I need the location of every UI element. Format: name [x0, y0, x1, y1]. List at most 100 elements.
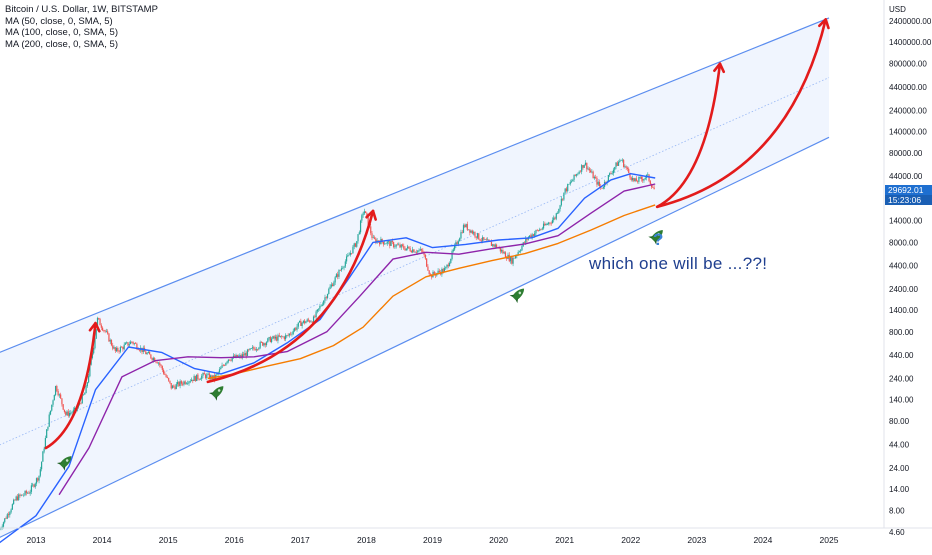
candle-body [174, 387, 175, 389]
candle-body [476, 236, 477, 237]
candle-body [427, 267, 428, 271]
candle-body [180, 381, 181, 386]
y-tick-label: 8.00 [889, 507, 905, 516]
candle-body [364, 211, 365, 213]
candle-body [451, 251, 452, 259]
candle-body [643, 179, 644, 181]
candle-body [227, 362, 228, 363]
candle-body [49, 415, 50, 427]
candle-body [351, 253, 352, 254]
candle-body [582, 165, 583, 168]
candle-body [252, 347, 253, 348]
candle-body [346, 256, 347, 261]
candle-body [580, 172, 581, 173]
candle-body [84, 393, 85, 394]
candle-body [338, 270, 339, 277]
candle-body [417, 251, 418, 253]
candle-body [271, 339, 272, 342]
candle-body [121, 347, 122, 348]
candle-body [193, 376, 194, 381]
candle-body [623, 160, 624, 167]
candle-body [553, 218, 554, 221]
candle-body [317, 309, 318, 311]
candle-body [566, 188, 567, 190]
candle-body [446, 265, 447, 268]
candle-body [567, 184, 568, 191]
candle-body [117, 348, 118, 351]
candle-body [415, 252, 416, 253]
x-tick-label: 2019 [423, 535, 442, 545]
candle-body [620, 160, 621, 161]
candle-body [265, 343, 266, 345]
candle-body [56, 386, 57, 391]
candle-body [4, 518, 5, 522]
candle-body [158, 363, 159, 364]
candle-body [69, 413, 70, 416]
candle-body [462, 232, 463, 233]
candle-body [152, 358, 153, 360]
question-mark: ? [653, 230, 663, 250]
candle-body [130, 342, 131, 344]
candle-body [148, 352, 149, 353]
bar-countdown-tag: 15:23:06 [885, 195, 932, 205]
candle-body [41, 462, 42, 470]
candle-body [270, 337, 271, 342]
candle-body [464, 225, 465, 227]
candle-body [601, 188, 602, 189]
candle-body [135, 343, 136, 344]
candle-body [101, 325, 102, 328]
candle-body [124, 345, 125, 350]
candle-body [116, 348, 117, 351]
candle-body [289, 334, 290, 336]
candle-body [163, 370, 164, 374]
candle-body [201, 376, 202, 379]
candle-body [491, 242, 492, 246]
candle-body [514, 258, 515, 259]
candle-body [457, 242, 458, 244]
candle-body [276, 337, 277, 341]
candle-body [282, 337, 283, 338]
candle-body [315, 311, 316, 317]
candle-body [460, 232, 461, 238]
candle-body [561, 199, 562, 205]
candle-body [642, 179, 643, 181]
candle-body [568, 184, 569, 185]
candle-body [425, 255, 426, 258]
candle-body [352, 247, 353, 253]
candle-body [614, 167, 615, 170]
candle-body [638, 177, 639, 182]
y-tick-label: 4.60 [889, 528, 905, 537]
candle-body [360, 221, 361, 233]
candle-body [285, 335, 286, 339]
candle-body [169, 381, 170, 383]
candle-body [652, 187, 653, 188]
candle-body [481, 241, 482, 242]
candle-body [186, 383, 187, 384]
candle-body [537, 230, 538, 231]
candle-body [345, 261, 346, 266]
candle-body [159, 363, 160, 365]
candle-body [469, 229, 470, 232]
candle-body [546, 224, 547, 225]
candle-body [83, 395, 84, 396]
candle-body [387, 242, 388, 244]
last-price-tag: 29692.01 [885, 185, 932, 195]
candle-body [274, 336, 275, 338]
candle-body [24, 491, 25, 495]
candle-body [139, 350, 140, 351]
candle-body [258, 348, 259, 350]
candle-body [275, 337, 276, 339]
x-tick-label: 2015 [159, 535, 178, 545]
x-tick-label: 2018 [357, 535, 376, 545]
candle-body [509, 255, 510, 261]
candle-body [111, 340, 112, 345]
candle-body [10, 510, 11, 513]
candle-body [357, 234, 358, 241]
candle-body [13, 500, 14, 504]
candle-body [383, 242, 384, 244]
candle-body [590, 170, 591, 172]
candle-body [126, 342, 127, 343]
candle-body [247, 350, 248, 356]
candle-body [628, 169, 629, 173]
candle-body [418, 250, 419, 251]
